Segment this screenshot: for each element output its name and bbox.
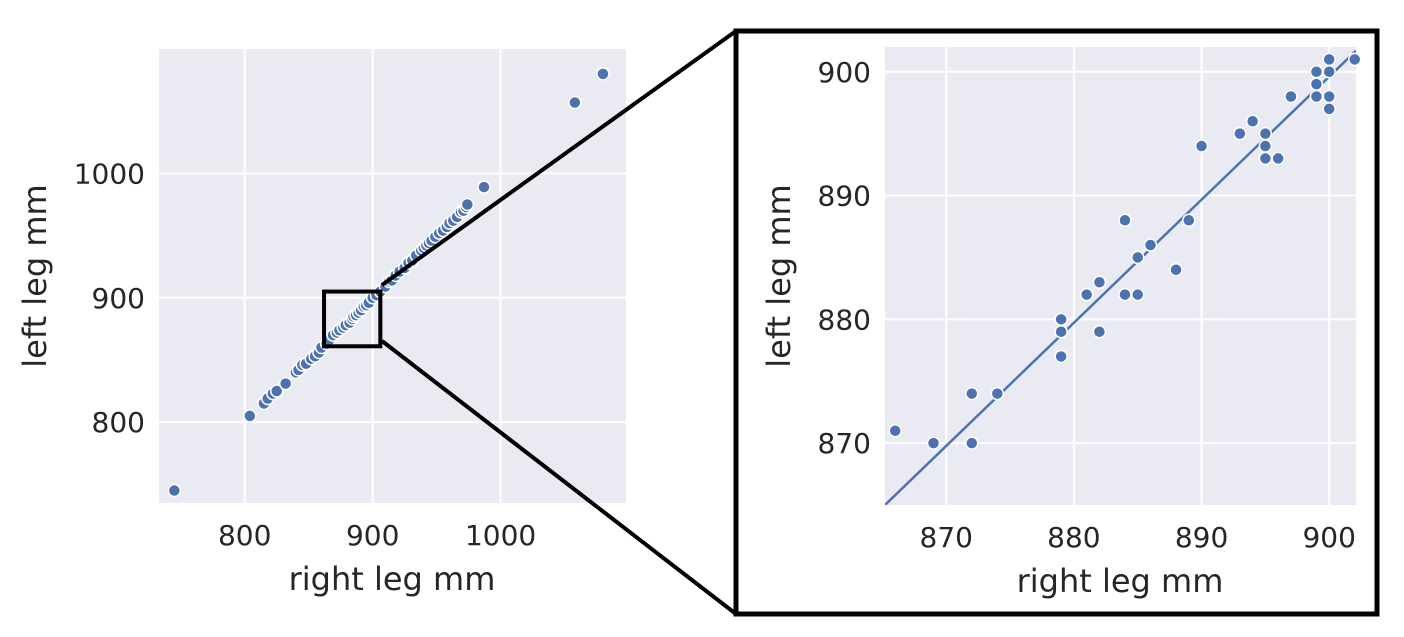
- inset-fit-line-group: [885, 49, 1356, 505]
- inset-data-point: [1309, 77, 1324, 91]
- main-x-tick-label: 900: [346, 519, 399, 552]
- inset-x-tick-labels: 870 880 890 900: [920, 521, 1356, 554]
- inset-x-tick-label: 880: [1047, 521, 1100, 554]
- inset-data-point: [1233, 126, 1247, 141]
- inset-scatter-plot: 870 880 890 900 870 880 890 900 right leg mm l…: [760, 47, 1362, 600]
- inset-data-point: [1347, 52, 1362, 67]
- main-x-tick-labels: 800 900 1000: [218, 519, 536, 552]
- zoom-connector-top: [380, 29, 738, 287]
- inset-data-point: [1118, 287, 1132, 302]
- main-data-point: [269, 384, 284, 398]
- inset-data-point: [1245, 114, 1260, 129]
- inset-data-point: [1322, 65, 1336, 79]
- inset-y-tick-label: 900: [818, 56, 871, 89]
- main-data-point: [477, 180, 491, 194]
- main-x-tick-label: 1000: [465, 519, 536, 552]
- inset-data-point: [1258, 139, 1273, 153]
- inset-data-point: [1322, 89, 1336, 104]
- main-y-tick-label: 900: [92, 282, 145, 315]
- inset-data-point: [1054, 324, 1068, 339]
- inset-points: [888, 52, 1362, 450]
- inset-data-point: [1130, 287, 1145, 302]
- main-data-point: [278, 376, 293, 391]
- inset-y-tick-labels: 870 880 890 900: [818, 56, 871, 460]
- inset-grid: [885, 47, 1356, 505]
- zoom-region-box: [322, 289, 383, 349]
- inset-data-point: [1054, 312, 1068, 327]
- inset-data-point: [1309, 89, 1324, 104]
- inset-data-point: [1258, 126, 1273, 141]
- inset-data-point: [1130, 250, 1145, 265]
- main-data-point: [568, 95, 582, 110]
- inset-x-tick-label: 900: [1302, 521, 1355, 554]
- main-y-axis-label: left leg mm: [16, 184, 54, 367]
- inset-data-point: [1271, 151, 1285, 166]
- inset-data-point: [888, 423, 902, 438]
- main-y-tick-label: 1000: [74, 157, 145, 190]
- inset-data-point: [990, 386, 1005, 401]
- main-data-point: [167, 483, 182, 498]
- zoom-connector-bottom: [380, 339, 738, 616]
- inset-y-tick-label: 870: [818, 427, 871, 460]
- main-grid: [159, 49, 626, 503]
- main-y-tick-label: 800: [92, 406, 145, 439]
- inset-frame: [733, 28, 1380, 617]
- inset-fit-line: [885, 49, 1356, 505]
- main-data-point: [460, 197, 475, 212]
- inset-data-point: [1092, 275, 1107, 289]
- inset-data-point: [1182, 213, 1196, 228]
- inset-data-point: [1322, 102, 1336, 116]
- inset-data-point: [1079, 287, 1094, 302]
- inset-data-point: [1309, 65, 1324, 79]
- inset-data-point: [965, 436, 979, 450]
- inset-x-tick-label: 890: [1175, 521, 1228, 554]
- inset-data-point: [1322, 52, 1336, 67]
- inset-data-point: [965, 386, 979, 401]
- main-x-tick-label: 800: [218, 519, 271, 552]
- inset-data-point: [1258, 151, 1273, 166]
- inset-y-axis-label: left leg mm: [760, 184, 798, 367]
- main-x-axis-label: right leg mm: [289, 560, 496, 598]
- inset-x-axis-label: right leg mm: [1017, 562, 1224, 600]
- inset-data-point: [1118, 213, 1132, 228]
- main-y-tick-labels: 800 900 1000: [74, 157, 145, 439]
- inset-y-tick-label: 890: [818, 180, 871, 213]
- inset-data-point: [1092, 324, 1107, 339]
- inset-y-tick-label: 880: [818, 303, 871, 336]
- main-data-point: [596, 67, 610, 81]
- inset-data-point: [1284, 89, 1298, 104]
- inset-data-point: [1194, 139, 1209, 153]
- inset-data-point: [926, 436, 941, 450]
- inset-data-point: [1143, 238, 1158, 252]
- main-scatter-plot: 800 900 1000 800 900 1000 right leg mm left …: [16, 49, 626, 598]
- inset-data-point: [1169, 263, 1183, 277]
- inset-x-tick-label: 870: [920, 521, 973, 554]
- main-data-point: [243, 409, 257, 423]
- inset-data-point: [1054, 349, 1068, 364]
